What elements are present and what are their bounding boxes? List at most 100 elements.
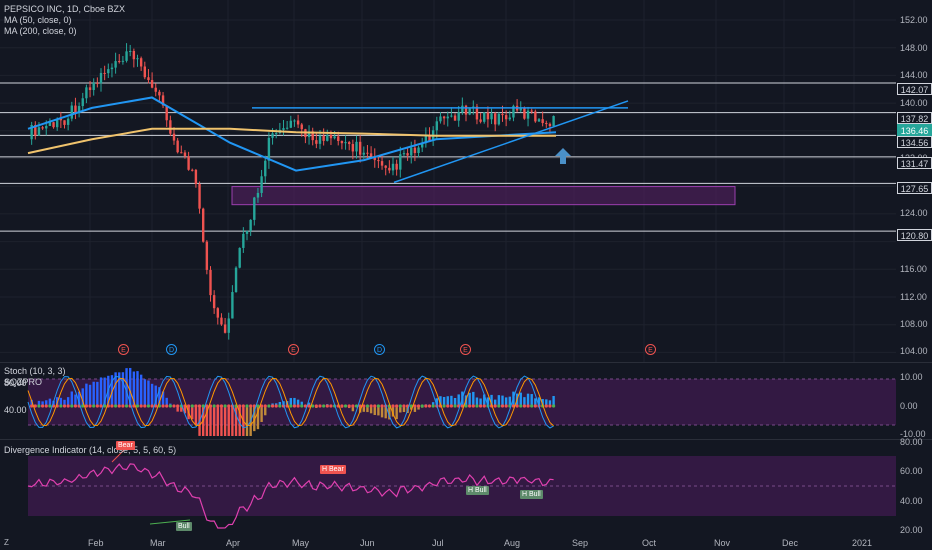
sqz-dot: [325, 404, 329, 408]
candle-body: [439, 116, 442, 122]
sqz-dot: [270, 404, 275, 408]
candle-body: [183, 152, 187, 157]
sqz-dot: [190, 404, 194, 408]
candle-body: [526, 110, 530, 119]
candle-body: [245, 230, 249, 234]
sqz-bar: [534, 398, 537, 406]
sqz-bar: [212, 406, 216, 436]
sqz-bar: [260, 406, 263, 422]
sqz-bar: [479, 398, 482, 406]
candle-body: [424, 135, 428, 144]
sqz-dot: [453, 404, 457, 408]
earnings-marker[interactable]: E: [645, 344, 656, 355]
sqz-bar: [209, 406, 212, 436]
price-tick: 112.00: [900, 292, 927, 302]
sqz-dot: [197, 404, 202, 408]
sqz-dot: [114, 404, 118, 408]
price-chart[interactable]: [0, 0, 896, 362]
sqzpro-title[interactable]: SQZPRO: [4, 377, 43, 387]
sqz-dot: [30, 404, 34, 408]
sqz-bar: [552, 395, 555, 406]
pane-divider[interactable]: [0, 439, 932, 440]
time-tick: Jun: [360, 538, 375, 548]
candle-body: [92, 82, 95, 91]
divergence-chart[interactable]: [0, 440, 896, 536]
candle-body: [103, 72, 106, 74]
sqz-dot: [395, 404, 399, 408]
sqz-dot: [329, 404, 333, 408]
divergence-axis[interactable]: 80.00 60.00 40.00 20.00: [896, 437, 932, 536]
candle-body: [242, 233, 245, 248]
sqz-bar: [395, 406, 398, 420]
dividend-marker[interactable]: D: [374, 344, 385, 355]
candle-body: [402, 153, 406, 155]
stoch-title[interactable]: Stoch (10, 3, 3): [4, 366, 66, 376]
candle-body: [234, 267, 238, 293]
sqz-bar: [369, 406, 373, 414]
stoch-chart[interactable]: [0, 363, 896, 439]
time-tick: Mar: [150, 538, 166, 548]
sqz-bar: [143, 379, 146, 406]
sqz-bar: [165, 397, 168, 406]
sqz-dot: [296, 404, 300, 408]
earnings-marker[interactable]: E: [118, 344, 129, 355]
candle-body: [231, 292, 234, 319]
time-tick: May: [292, 538, 310, 548]
stoch-label-40: 40.00: [4, 405, 27, 415]
sqz-dot: [351, 404, 355, 408]
candle-body: [99, 72, 103, 84]
sqz-dot: [475, 404, 479, 408]
candle-body: [537, 119, 541, 122]
earnings-marker[interactable]: E: [288, 344, 299, 355]
sqz-dot: [380, 404, 384, 408]
sqz-bar: [417, 406, 420, 410]
divergence-pane[interactable]: Divergence Indicator (14, close, 5, 5, 6…: [0, 440, 896, 536]
sqz-dot: [117, 404, 121, 408]
candle-body: [348, 142, 351, 145]
sqz-dot: [416, 404, 421, 408]
candle-body: [77, 106, 81, 113]
sqz-bar: [92, 381, 95, 406]
price-chart-pane[interactable]: PEPSICO INC, 1D, Cboe BZX MA (50, close,…: [0, 0, 896, 362]
sqz-dot: [95, 404, 99, 408]
sqz-bar: [231, 406, 234, 436]
sqz-bar: [351, 406, 355, 412]
candle-body: [202, 208, 205, 242]
candle-body: [494, 113, 497, 125]
sqz-dot: [201, 404, 205, 408]
ma50-legend[interactable]: MA (50, close, 0): [4, 15, 72, 25]
z-icon[interactable]: Z: [4, 538, 9, 547]
stoch-axis[interactable]: 10.00 0.00 -10.00: [896, 363, 932, 439]
candle-body: [59, 118, 63, 121]
sqz-bar: [59, 397, 63, 406]
price-axis[interactable]: 152.00 148.00 144.00 140.00 132.00 124.0…: [896, 0, 932, 362]
pane-divider[interactable]: [0, 362, 932, 363]
current-price-tag: 136.46: [897, 124, 932, 136]
earnings-marker[interactable]: E: [460, 344, 471, 355]
sqz-dot: [44, 404, 48, 408]
time-axis[interactable]: Z Feb Mar Apr May Jun Jul Aug Sep Oct No…: [0, 536, 932, 550]
dividend-marker[interactable]: D: [166, 344, 177, 355]
candle-body: [395, 163, 398, 170]
candle-body: [88, 87, 92, 91]
rsi-line: [27, 463, 554, 529]
sqz-dot: [314, 404, 318, 408]
sqz-dot: [84, 404, 88, 408]
symbol-title[interactable]: PEPSICO INC, 1D, Cboe BZX: [4, 4, 126, 14]
sqz-dot: [124, 404, 129, 408]
divergence-title[interactable]: Divergence Indicator (14, close, 5, 5, 6…: [4, 445, 177, 455]
candle-body: [96, 82, 99, 84]
sqz-dot: [544, 404, 548, 408]
candle-body: [34, 125, 37, 136]
sqz-dot: [278, 404, 282, 408]
candle-body: [318, 135, 322, 144]
candle-body: [147, 77, 150, 81]
sqz-dot: [442, 404, 446, 408]
time-tick: Nov: [714, 538, 731, 548]
candle-body: [391, 163, 395, 171]
sqz-dot: [533, 404, 537, 408]
ma200-legend[interactable]: MA (200, close, 0): [4, 26, 77, 36]
sqz-dot: [66, 404, 70, 408]
sqz-bar: [194, 406, 198, 426]
stoch-pane[interactable]: Stoch (10, 3, 3) SQZPRO 80.00 40.00: [0, 363, 896, 439]
